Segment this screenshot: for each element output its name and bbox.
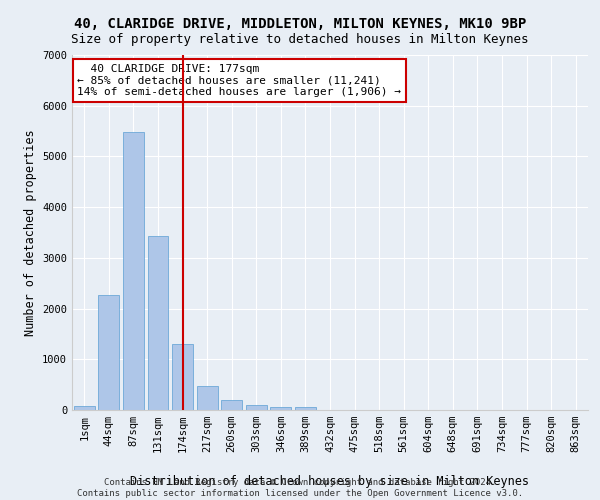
Bar: [123, 132, 144, 410]
Bar: [172, 344, 193, 410]
Text: Distribution of detached houses by size in Milton Keynes: Distribution of detached houses by size …: [131, 474, 530, 488]
Y-axis label: Number of detached properties: Number of detached properties: [23, 129, 37, 336]
Bar: [295, 408, 316, 410]
Bar: [148, 236, 169, 410]
Bar: [98, 295, 119, 410]
Text: 40, CLARIDGE DRIVE, MIDDLETON, MILTON KEYNES, MK10 9BP: 40, CLARIDGE DRIVE, MIDDLETON, MILTON KE…: [74, 18, 526, 32]
Bar: [221, 400, 242, 410]
Text: 40 CLARIDGE DRIVE: 177sqm
← 85% of detached houses are smaller (11,241)
14% of s: 40 CLARIDGE DRIVE: 177sqm ← 85% of detac…: [77, 64, 401, 97]
Bar: [271, 406, 292, 410]
Bar: [197, 386, 218, 410]
Text: Contains HM Land Registry data © Crown copyright and database right 2024.
Contai: Contains HM Land Registry data © Crown c…: [77, 478, 523, 498]
Bar: [74, 406, 95, 410]
Bar: [246, 405, 267, 410]
Text: Size of property relative to detached houses in Milton Keynes: Size of property relative to detached ho…: [71, 32, 529, 46]
